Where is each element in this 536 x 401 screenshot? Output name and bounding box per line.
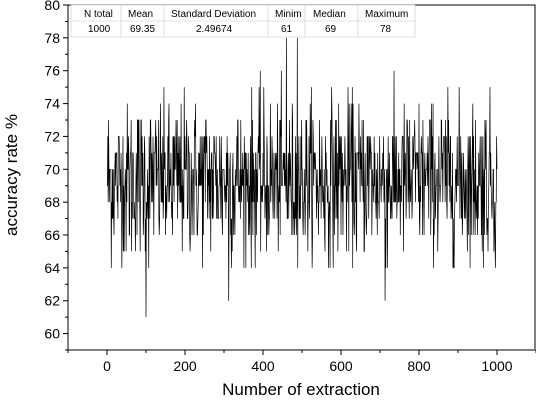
y-tick-label: 72 xyxy=(44,128,60,144)
x-tick-label: 0 xyxy=(103,358,111,374)
stats-value-mean: 69.35 xyxy=(130,24,155,35)
y-tick-label: 68 xyxy=(44,194,60,210)
data-series-line xyxy=(107,37,498,318)
stats-header-max: Maximum xyxy=(365,9,408,20)
x-tick-label: 200 xyxy=(173,358,197,374)
y-tick-label: 60 xyxy=(44,326,60,342)
y-tick-label: 80 xyxy=(44,0,60,13)
stats-header-n-total: N total xyxy=(84,9,113,20)
stats-header-median: Median xyxy=(313,9,346,20)
stats-header-min: Minim xyxy=(275,9,302,20)
y-tick-label: 70 xyxy=(44,161,60,177)
stats-value-min: 61 xyxy=(281,24,293,35)
y-axis-title: accuracy rate % xyxy=(2,114,21,236)
x-tick-label: 1000 xyxy=(481,358,512,374)
y-tick-label: 78 xyxy=(44,30,60,46)
stats-value-std: 2.49674 xyxy=(196,24,233,35)
x-axis-title: Number of extraction xyxy=(222,380,380,399)
stats-header-mean: Mean xyxy=(128,9,153,20)
y-axis: 60 62 64 66 68 70 72 74 76 78 80 xyxy=(44,0,68,351)
y-tick-label: 66 xyxy=(44,227,60,243)
x-tick-label: 400 xyxy=(251,358,275,374)
y-tick-label: 76 xyxy=(44,63,60,79)
y-tick-label: 64 xyxy=(44,260,60,276)
x-tick-label: 600 xyxy=(329,358,353,374)
data-line-group xyxy=(107,37,498,318)
stats-value-max: 78 xyxy=(380,24,392,35)
y-tick-label: 74 xyxy=(44,96,60,112)
statistics-table: N total Mean Standard Deviation Minim Me… xyxy=(70,4,416,38)
y-tick-label: 62 xyxy=(44,293,60,309)
x-tick-label: 800 xyxy=(407,358,431,374)
stats-value-median: 69 xyxy=(325,24,337,35)
stats-value-n-total: 1000 xyxy=(88,24,111,35)
stats-header-std: Standard Deviation xyxy=(171,9,256,20)
x-axis: 0 200 400 600 800 1000 xyxy=(67,350,536,374)
